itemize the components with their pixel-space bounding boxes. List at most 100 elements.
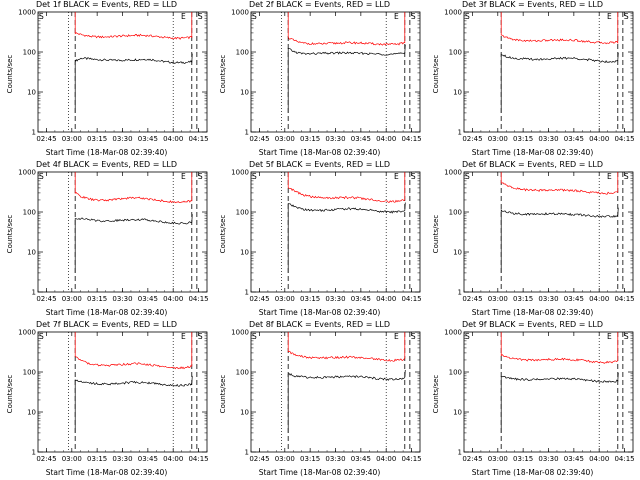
x-axis-label: Start Time (18-Mar-08 02:39:40) bbox=[258, 148, 381, 157]
x-tick-label: 03:15 bbox=[87, 455, 107, 463]
range-marker-label: S bbox=[624, 172, 629, 181]
series-line-lld bbox=[287, 12, 406, 46]
y-axis-label: Counts/sec bbox=[219, 214, 227, 254]
plot-frame bbox=[250, 11, 421, 133]
x-tick-label: 02:45 bbox=[36, 455, 56, 463]
x-axis-label: Start Time (18-Mar-08 02:39:40) bbox=[258, 468, 381, 477]
y-tick-label: 1 bbox=[458, 129, 462, 137]
x-tick-label: 02:45 bbox=[462, 455, 482, 463]
x-tick-label: 03:45 bbox=[138, 135, 158, 143]
panel-title: Det 3f BLACK = Events, RED = LLD bbox=[461, 0, 604, 9]
series-line-lld bbox=[74, 172, 193, 204]
x-tick-label: 04:00 bbox=[163, 455, 183, 463]
panel-title: Det 7f BLACK = Events, RED = LLD bbox=[35, 320, 178, 329]
detector-panel: Det 3f BLACK = Events, RED = LLD 1 10 100 10… bbox=[426, 0, 639, 160]
y-tick-label: 100 bbox=[449, 369, 462, 377]
panel-plot: 1 10 100 1000 02:45 03:00 03:15 03:30 03:45 04:00… bbox=[231, 329, 421, 464]
x-tick-label: 02:45 bbox=[249, 455, 269, 463]
x-tick-label: 03:30 bbox=[112, 295, 132, 303]
range-marker-label: S bbox=[465, 172, 470, 181]
y-axis-label: Counts/sec bbox=[6, 374, 14, 414]
x-tick-label: 02:45 bbox=[462, 295, 482, 303]
series-line-events bbox=[500, 207, 619, 273]
x-tick-label: 02:45 bbox=[36, 135, 56, 143]
range-marker-label: S bbox=[39, 172, 44, 181]
y-tick-label: 1 bbox=[458, 449, 462, 457]
range-marker-label: S bbox=[198, 172, 203, 181]
plot-frame bbox=[37, 11, 208, 133]
range-marker-label: S bbox=[411, 172, 416, 181]
range-marker-label: S bbox=[39, 332, 44, 341]
series-line-events bbox=[287, 202, 406, 273]
y-tick-label: 10 bbox=[27, 89, 36, 97]
x-tick-label: 03:15 bbox=[87, 135, 107, 143]
y-tick-label: 1 bbox=[458, 289, 462, 297]
range-marker-label: E bbox=[394, 332, 399, 341]
x-tick-label: 03:45 bbox=[351, 135, 371, 143]
plot-frame bbox=[463, 11, 634, 133]
x-axis-label: Start Time (18-Mar-08 02:39:40) bbox=[471, 468, 594, 477]
x-tick-label: 04:15 bbox=[188, 455, 208, 463]
x-tick-label: 03:30 bbox=[538, 455, 558, 463]
y-tick-label: 10 bbox=[27, 249, 36, 257]
x-tick-label: 03:15 bbox=[300, 135, 320, 143]
x-tick-label: 03:00 bbox=[275, 455, 295, 463]
x-tick-label: 03:30 bbox=[325, 135, 345, 143]
range-marker-label: S bbox=[411, 12, 416, 21]
series-line-events bbox=[287, 369, 406, 433]
x-tick-label: 03:45 bbox=[351, 455, 371, 463]
plot-frame bbox=[250, 331, 421, 453]
series-line-events bbox=[74, 214, 193, 273]
x-tick-label: 03:30 bbox=[538, 295, 558, 303]
x-tick-label: 04:15 bbox=[614, 295, 634, 303]
x-tick-label: 03:30 bbox=[112, 455, 132, 463]
series-line-events bbox=[500, 372, 619, 433]
series-line-events bbox=[74, 375, 193, 433]
x-tick-label: 04:15 bbox=[188, 135, 208, 143]
x-tick-label: 03:15 bbox=[87, 295, 107, 303]
y-tick-label: 1 bbox=[32, 449, 36, 457]
x-tick-label: 03:15 bbox=[300, 455, 320, 463]
x-axis-label: Start Time (18-Mar-08 02:39:40) bbox=[258, 308, 381, 317]
range-marker-label: S bbox=[465, 12, 470, 21]
y-tick-label: 100 bbox=[449, 49, 462, 57]
y-axis-label: Counts/sec bbox=[432, 374, 440, 414]
x-tick-label: 03:00 bbox=[275, 135, 295, 143]
x-tick-label: 04:15 bbox=[188, 295, 208, 303]
series-line-events bbox=[74, 53, 193, 113]
y-tick-label: 10 bbox=[453, 409, 462, 417]
x-tick-label: 02:45 bbox=[36, 295, 56, 303]
x-tick-label: 03:00 bbox=[62, 135, 82, 143]
plot-frame bbox=[37, 171, 208, 293]
range-marker-label: S bbox=[411, 332, 416, 341]
x-axis-label: Start Time (18-Mar-08 02:39:40) bbox=[45, 148, 168, 157]
y-axis-label: Counts/sec bbox=[432, 54, 440, 94]
detector-panel: Det 2f BLACK = Events, RED = LLD 1 10 100 10… bbox=[213, 0, 426, 160]
series-line-lld bbox=[74, 332, 193, 370]
x-axis-label: Start Time (18-Mar-08 02:39:40) bbox=[45, 468, 168, 477]
x-tick-label: 04:00 bbox=[376, 455, 396, 463]
panel-plot: 1 10 100 1000 02:45 03:00 03:15 03:30 03:45 04:00… bbox=[444, 9, 634, 144]
y-tick-label: 10 bbox=[27, 409, 36, 417]
x-tick-label: 03:45 bbox=[138, 295, 158, 303]
y-tick-label: 1000 bbox=[231, 329, 249, 337]
range-marker-label: S bbox=[465, 332, 470, 341]
panel-title: Det 6f BLACK = Events, RED = LLD bbox=[461, 160, 604, 169]
x-tick-label: 03:30 bbox=[538, 135, 558, 143]
y-tick-label: 100 bbox=[23, 209, 36, 217]
y-tick-label: 100 bbox=[236, 49, 249, 57]
y-tick-label: 1 bbox=[245, 129, 249, 137]
range-marker-label: S bbox=[198, 332, 203, 341]
x-tick-label: 03:45 bbox=[564, 135, 584, 143]
series-line-lld bbox=[500, 172, 619, 195]
range-marker-label: S bbox=[624, 332, 629, 341]
y-tick-label: 1 bbox=[32, 129, 36, 137]
x-tick-label: 03:00 bbox=[62, 455, 82, 463]
range-marker-label: E bbox=[181, 332, 186, 341]
x-tick-label: 02:45 bbox=[462, 135, 482, 143]
y-axis-label: Counts/sec bbox=[6, 54, 14, 94]
x-axis-label: Start Time (18-Mar-08 02:39:40) bbox=[45, 308, 168, 317]
panel-plot: 1 10 100 1000 02:45 03:00 03:15 03:30 03:45 04:00… bbox=[444, 329, 634, 464]
x-tick-label: 02:45 bbox=[249, 135, 269, 143]
x-tick-label: 03:30 bbox=[325, 455, 345, 463]
